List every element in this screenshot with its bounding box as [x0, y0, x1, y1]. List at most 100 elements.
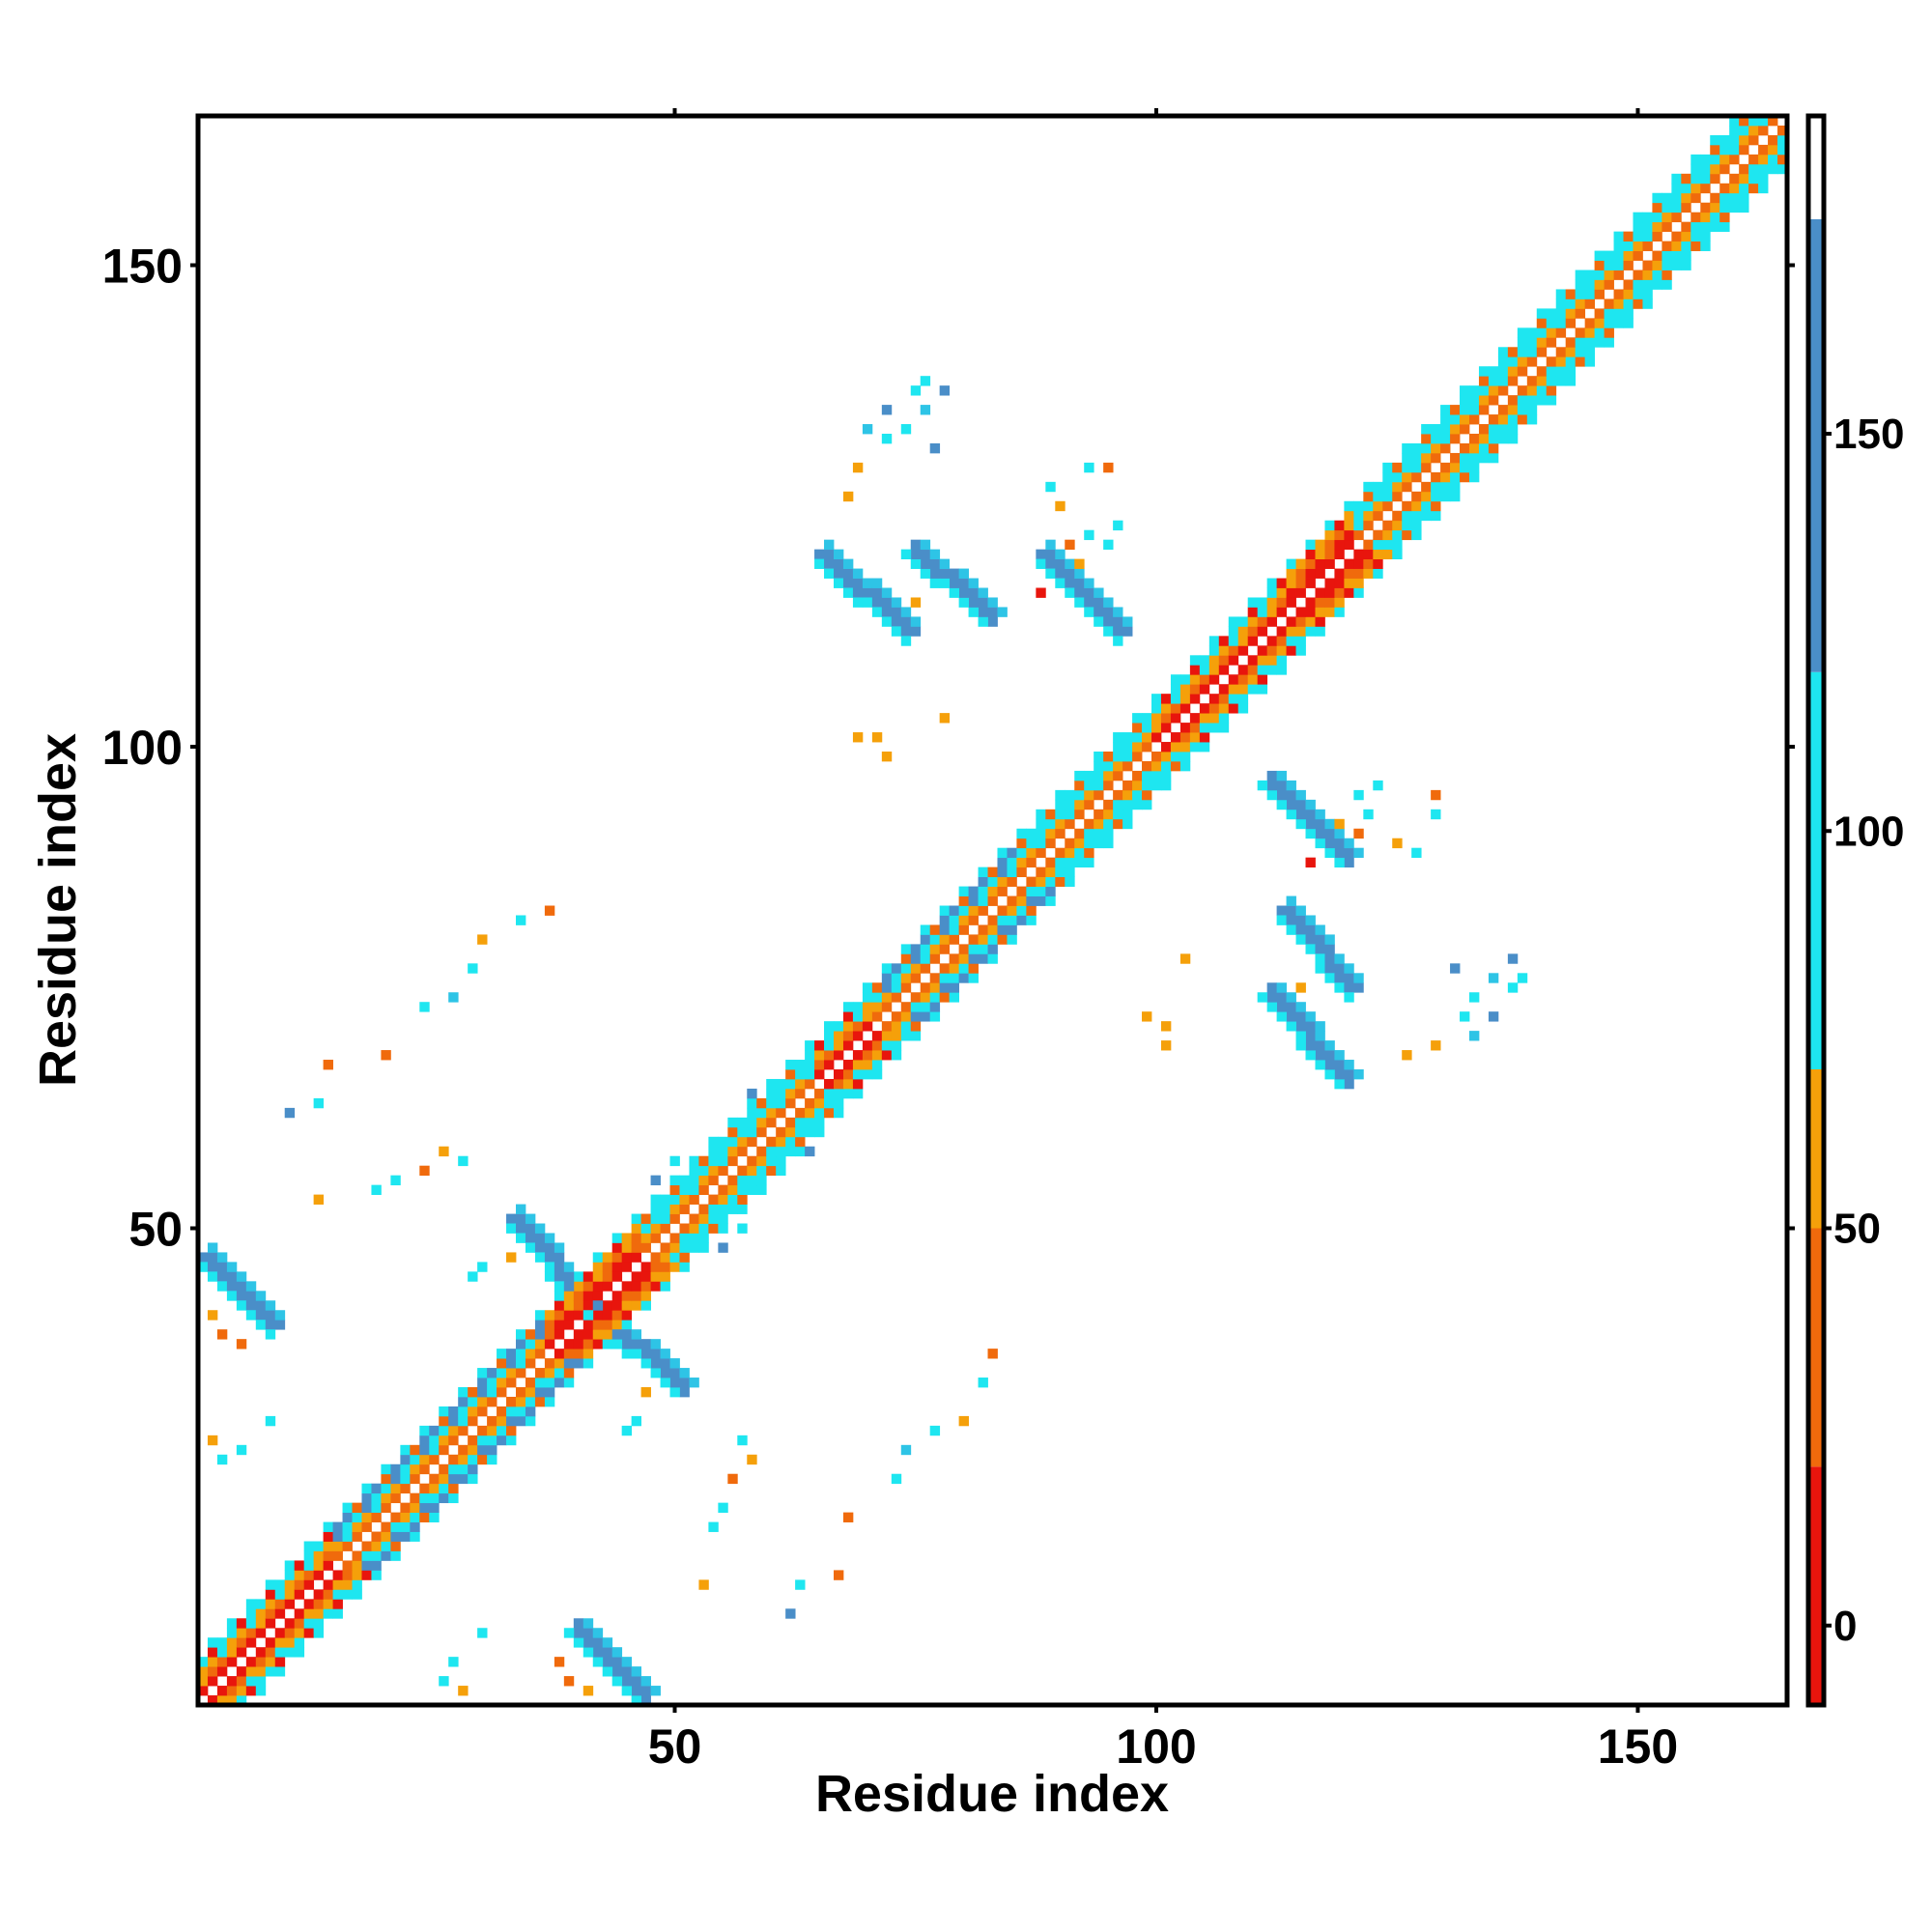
- heatmap-cell: [679, 1387, 690, 1398]
- heatmap-cell: [1729, 192, 1740, 204]
- heatmap-cell: [419, 1435, 430, 1446]
- heatmap-cell: [689, 1184, 699, 1196]
- heatmap-cell: [1151, 780, 1162, 791]
- heatmap-cell: [1363, 558, 1374, 569]
- heatmap-cell: [1324, 587, 1335, 598]
- heatmap-cell: [1324, 549, 1335, 560]
- heatmap-cell: [1671, 183, 1682, 194]
- heatmap-cell: [390, 1521, 401, 1532]
- heatmap-cell: [842, 1060, 854, 1070]
- heatmap-cell: [1036, 886, 1046, 896]
- heatmap-cell: [1575, 356, 1586, 367]
- heatmap-cell: [900, 616, 912, 627]
- heatmap-cell: [1199, 732, 1210, 743]
- heatmap-cell: [573, 1271, 584, 1282]
- heatmap-cell: [1411, 500, 1422, 512]
- heatmap-cell: [939, 558, 951, 569]
- heatmap-cell: [900, 944, 912, 954]
- heatmap-cell: [1324, 973, 1335, 983]
- heatmap-cell: [236, 1281, 247, 1292]
- heatmap-cell: [929, 1011, 941, 1022]
- heatmap-cell: [1363, 510, 1374, 522]
- heatmap-cell: [1344, 992, 1354, 1003]
- heatmap-cell: [1074, 847, 1085, 859]
- heatmap-cell: [371, 1560, 382, 1571]
- heatmap-cell: [718, 1242, 728, 1253]
- heatmap-cell: [834, 578, 844, 588]
- heatmap-cell: [1103, 828, 1114, 839]
- heatmap-cell: [737, 1136, 748, 1148]
- heatmap-cell: [1431, 434, 1441, 444]
- heatmap-cell: [929, 934, 941, 945]
- heatmap-cell: [1055, 857, 1065, 868]
- heatmap-cell: [1353, 529, 1364, 541]
- heatmap-cell: [1103, 539, 1114, 551]
- heatmap-cell: [900, 1031, 912, 1041]
- heatmap-cell: [342, 1589, 353, 1600]
- heatmap-cell: [582, 1686, 594, 1696]
- heatmap-cell: [1084, 529, 1094, 541]
- heatmap-cell: [1026, 905, 1037, 916]
- heatmap-cell: [785, 1126, 796, 1138]
- heatmap-cell: [795, 1117, 806, 1128]
- heatmap-cell: [1160, 780, 1172, 791]
- colorbar-band: [1808, 1069, 1824, 1229]
- heatmap-cell: [1373, 481, 1383, 493]
- heatmap-cell: [1065, 587, 1075, 598]
- heatmap-cell: [766, 1097, 777, 1109]
- heatmap-cell: [1094, 828, 1104, 839]
- heatmap-cell: [1777, 144, 1788, 156]
- heatmap-cell: [958, 578, 969, 588]
- heatmap-cell: [274, 1589, 286, 1600]
- heatmap-cell: [534, 1320, 546, 1330]
- heatmap-cell: [1334, 539, 1345, 551]
- heatmap-cell: [900, 1021, 912, 1032]
- heatmap-cell: [1286, 568, 1296, 579]
- heatmap-cell: [226, 1262, 238, 1272]
- heatmap-cell: [255, 1686, 267, 1696]
- heatmap-cell: [1690, 192, 1701, 204]
- heatmap-cell: [554, 1291, 565, 1301]
- heatmap-cell: [1305, 597, 1316, 608]
- heatmap-cell: [669, 1155, 680, 1167]
- heatmap-cell: [939, 963, 951, 974]
- heatmap-cell: [910, 626, 922, 637]
- heatmap-cell: [1729, 125, 1740, 136]
- heatmap-cell: [1036, 587, 1046, 598]
- heatmap-cell: [727, 1473, 738, 1485]
- heatmap-cell: [1363, 481, 1374, 493]
- heatmap-cell: [554, 1262, 565, 1272]
- heatmap-cell: [525, 1349, 536, 1359]
- heatmap-cell: [1488, 442, 1499, 454]
- heatmap-cell: [207, 1310, 218, 1321]
- heatmap-cell: [1045, 886, 1056, 896]
- heatmap-cell: [862, 1011, 873, 1022]
- heatmap-cell: [602, 1666, 613, 1677]
- heatmap-cell: [216, 1657, 228, 1667]
- heatmap-cell: [468, 1396, 478, 1407]
- heatmap-cell: [871, 1011, 883, 1022]
- heatmap-cell: [1305, 1021, 1316, 1032]
- heatmap-cell: [534, 1368, 546, 1378]
- heatmap-cell: [1681, 231, 1691, 242]
- heatmap-cell: [1555, 318, 1567, 328]
- heatmap-cell: [477, 1406, 488, 1417]
- heatmap-cell: [458, 1415, 469, 1427]
- heatmap-cell: [1036, 549, 1046, 560]
- heatmap-cell: [1055, 809, 1065, 820]
- heatmap-cell: [834, 1021, 844, 1032]
- heatmap-cell: [650, 1349, 661, 1359]
- heatmap-cell: [1565, 366, 1577, 377]
- heatmap-cell: [776, 1126, 786, 1138]
- heatmap-cell: [544, 1387, 555, 1398]
- heatmap-cell: [1036, 828, 1046, 839]
- heatmap-cell: [1151, 770, 1162, 781]
- heatmap-cell: [631, 1415, 642, 1427]
- heatmap-cell: [881, 1050, 893, 1061]
- heatmap-cell: [611, 1271, 623, 1282]
- heatmap-cell: [939, 915, 951, 925]
- heatmap-cell: [660, 1213, 670, 1224]
- heatmap-cell: [255, 1608, 267, 1619]
- heatmap-cell: [611, 1647, 623, 1658]
- heatmap-cell: [284, 1107, 296, 1119]
